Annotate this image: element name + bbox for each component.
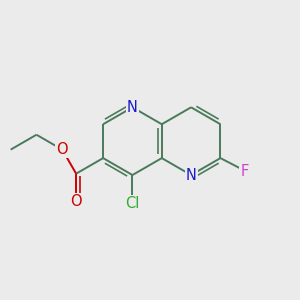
Text: O: O [56, 142, 68, 157]
Text: N: N [127, 100, 138, 115]
Text: O: O [70, 194, 82, 209]
Text: F: F [240, 164, 249, 179]
Text: N: N [186, 167, 196, 182]
Text: Cl: Cl [125, 196, 140, 211]
